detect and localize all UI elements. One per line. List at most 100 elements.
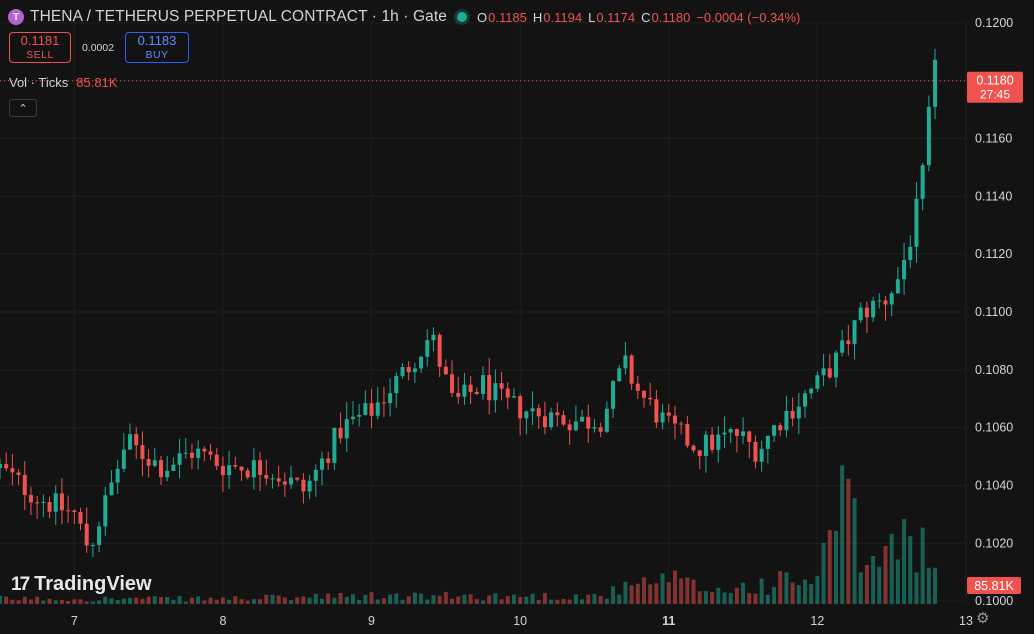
candle-body bbox=[710, 434, 715, 450]
candle-body bbox=[666, 412, 671, 416]
volume-bar bbox=[567, 599, 572, 604]
candle-body bbox=[289, 477, 294, 485]
candle-body bbox=[220, 465, 225, 476]
candle-body bbox=[313, 469, 318, 481]
buy-label: BUY bbox=[145, 48, 169, 61]
candle-body bbox=[598, 427, 603, 432]
candle-body bbox=[177, 453, 182, 465]
candle-body bbox=[530, 408, 535, 412]
sell-button[interactable]: 0.1181 SELL bbox=[9, 32, 71, 63]
buy-button[interactable]: 0.1183 BUY bbox=[125, 32, 189, 63]
candle-body bbox=[196, 448, 201, 458]
price-tick-label: 0.1040 bbox=[975, 478, 1013, 492]
volume-bar bbox=[573, 594, 578, 604]
candle-body bbox=[128, 434, 133, 450]
candle-body bbox=[264, 474, 269, 479]
sell-price: 0.1181 bbox=[20, 32, 60, 48]
candle-body bbox=[462, 384, 467, 397]
candle-body bbox=[121, 449, 126, 469]
volume-legend-value: 85.81K bbox=[76, 75, 118, 90]
volume-bar bbox=[400, 599, 405, 604]
volume-bar bbox=[716, 587, 721, 604]
volume-bar bbox=[765, 594, 770, 604]
candle-body bbox=[685, 424, 690, 446]
time-tick-label: 8 bbox=[219, 614, 226, 628]
candle-body bbox=[524, 411, 529, 419]
volume-bar bbox=[530, 593, 535, 604]
candle-body bbox=[573, 421, 578, 431]
volume-bar bbox=[134, 597, 139, 604]
candle-body bbox=[796, 406, 801, 419]
volume-legend[interactable]: Vol · Ticks 85.81K bbox=[9, 75, 117, 90]
candle-body bbox=[871, 300, 876, 318]
candle-body bbox=[549, 412, 554, 428]
volume-bar bbox=[778, 571, 783, 604]
candle-body bbox=[809, 388, 814, 394]
volume-bar bbox=[741, 582, 746, 604]
candle-body bbox=[586, 416, 591, 429]
collapse-legend-button[interactable]: ⌃ bbox=[9, 99, 37, 117]
candle-body bbox=[468, 384, 473, 392]
volume-bar bbox=[679, 578, 684, 604]
candle-body bbox=[183, 452, 188, 454]
volume-bar bbox=[16, 600, 21, 604]
candle-body bbox=[555, 412, 560, 416]
settings-gear-icon[interactable]: ⚙ bbox=[976, 610, 990, 627]
volume-bar bbox=[326, 593, 331, 604]
candle-body bbox=[47, 502, 52, 512]
volume-bar bbox=[72, 599, 77, 604]
candle-body bbox=[926, 106, 931, 166]
candle-body bbox=[165, 470, 170, 478]
volume-bar bbox=[598, 595, 603, 604]
volume-value-label: 85.81K bbox=[967, 577, 1021, 594]
time-tick-label: 9 bbox=[368, 614, 375, 628]
volume-bar bbox=[511, 594, 516, 604]
volume-bar bbox=[332, 597, 337, 604]
price-tick-label: 0.1060 bbox=[975, 421, 1013, 435]
candle-body bbox=[214, 454, 219, 466]
candle-body bbox=[72, 510, 77, 513]
volume-bar bbox=[196, 596, 201, 604]
symbol-title[interactable]: THENA / TETHERUS PERPETUAL CONTRACT · 1h… bbox=[30, 8, 447, 25]
volume-bar bbox=[220, 597, 225, 604]
candle-body bbox=[654, 399, 659, 423]
volume-bar bbox=[0, 595, 2, 604]
volume-bars bbox=[0, 465, 938, 604]
time-axis: 7 8 9 10 11 12 13 bbox=[71, 614, 973, 628]
candle-body bbox=[474, 391, 479, 395]
volume-bar bbox=[710, 592, 715, 604]
volume-bar bbox=[35, 596, 40, 604]
volume-bar bbox=[524, 596, 529, 604]
volume-bar bbox=[338, 593, 343, 604]
volume-bar bbox=[803, 579, 807, 604]
volume-bar bbox=[47, 598, 52, 604]
candle-body bbox=[233, 465, 238, 467]
volume-bar bbox=[66, 601, 71, 604]
buy-price: 0.1183 bbox=[137, 32, 177, 48]
candle-body bbox=[672, 415, 677, 424]
candle-body bbox=[159, 460, 163, 478]
candle-body bbox=[691, 445, 696, 451]
volume-bar bbox=[431, 595, 436, 604]
volume-bar bbox=[790, 582, 795, 604]
volume-bar bbox=[728, 592, 733, 604]
thena-logo-icon: T bbox=[8, 9, 24, 25]
candle-body bbox=[679, 423, 684, 425]
volume-bar bbox=[920, 527, 925, 604]
volume-bar bbox=[883, 546, 888, 604]
volume-bar bbox=[128, 597, 133, 604]
candle-body bbox=[765, 435, 770, 449]
volume-bar bbox=[84, 601, 89, 604]
candle-body bbox=[864, 307, 869, 318]
volume-bar bbox=[660, 573, 665, 604]
ohlc-values: O0.1185 H0.1194 L0.1174 C0.1180 −0.0004 … bbox=[476, 9, 801, 25]
candle-body bbox=[648, 397, 653, 400]
volume-bar bbox=[772, 586, 777, 604]
volume-bar bbox=[251, 599, 256, 604]
tradingview-logo[interactable]: 17 TradingView bbox=[11, 573, 152, 596]
candle-body bbox=[35, 502, 40, 504]
price-tick-label: 0.1120 bbox=[975, 247, 1012, 261]
candle-body bbox=[270, 478, 275, 480]
